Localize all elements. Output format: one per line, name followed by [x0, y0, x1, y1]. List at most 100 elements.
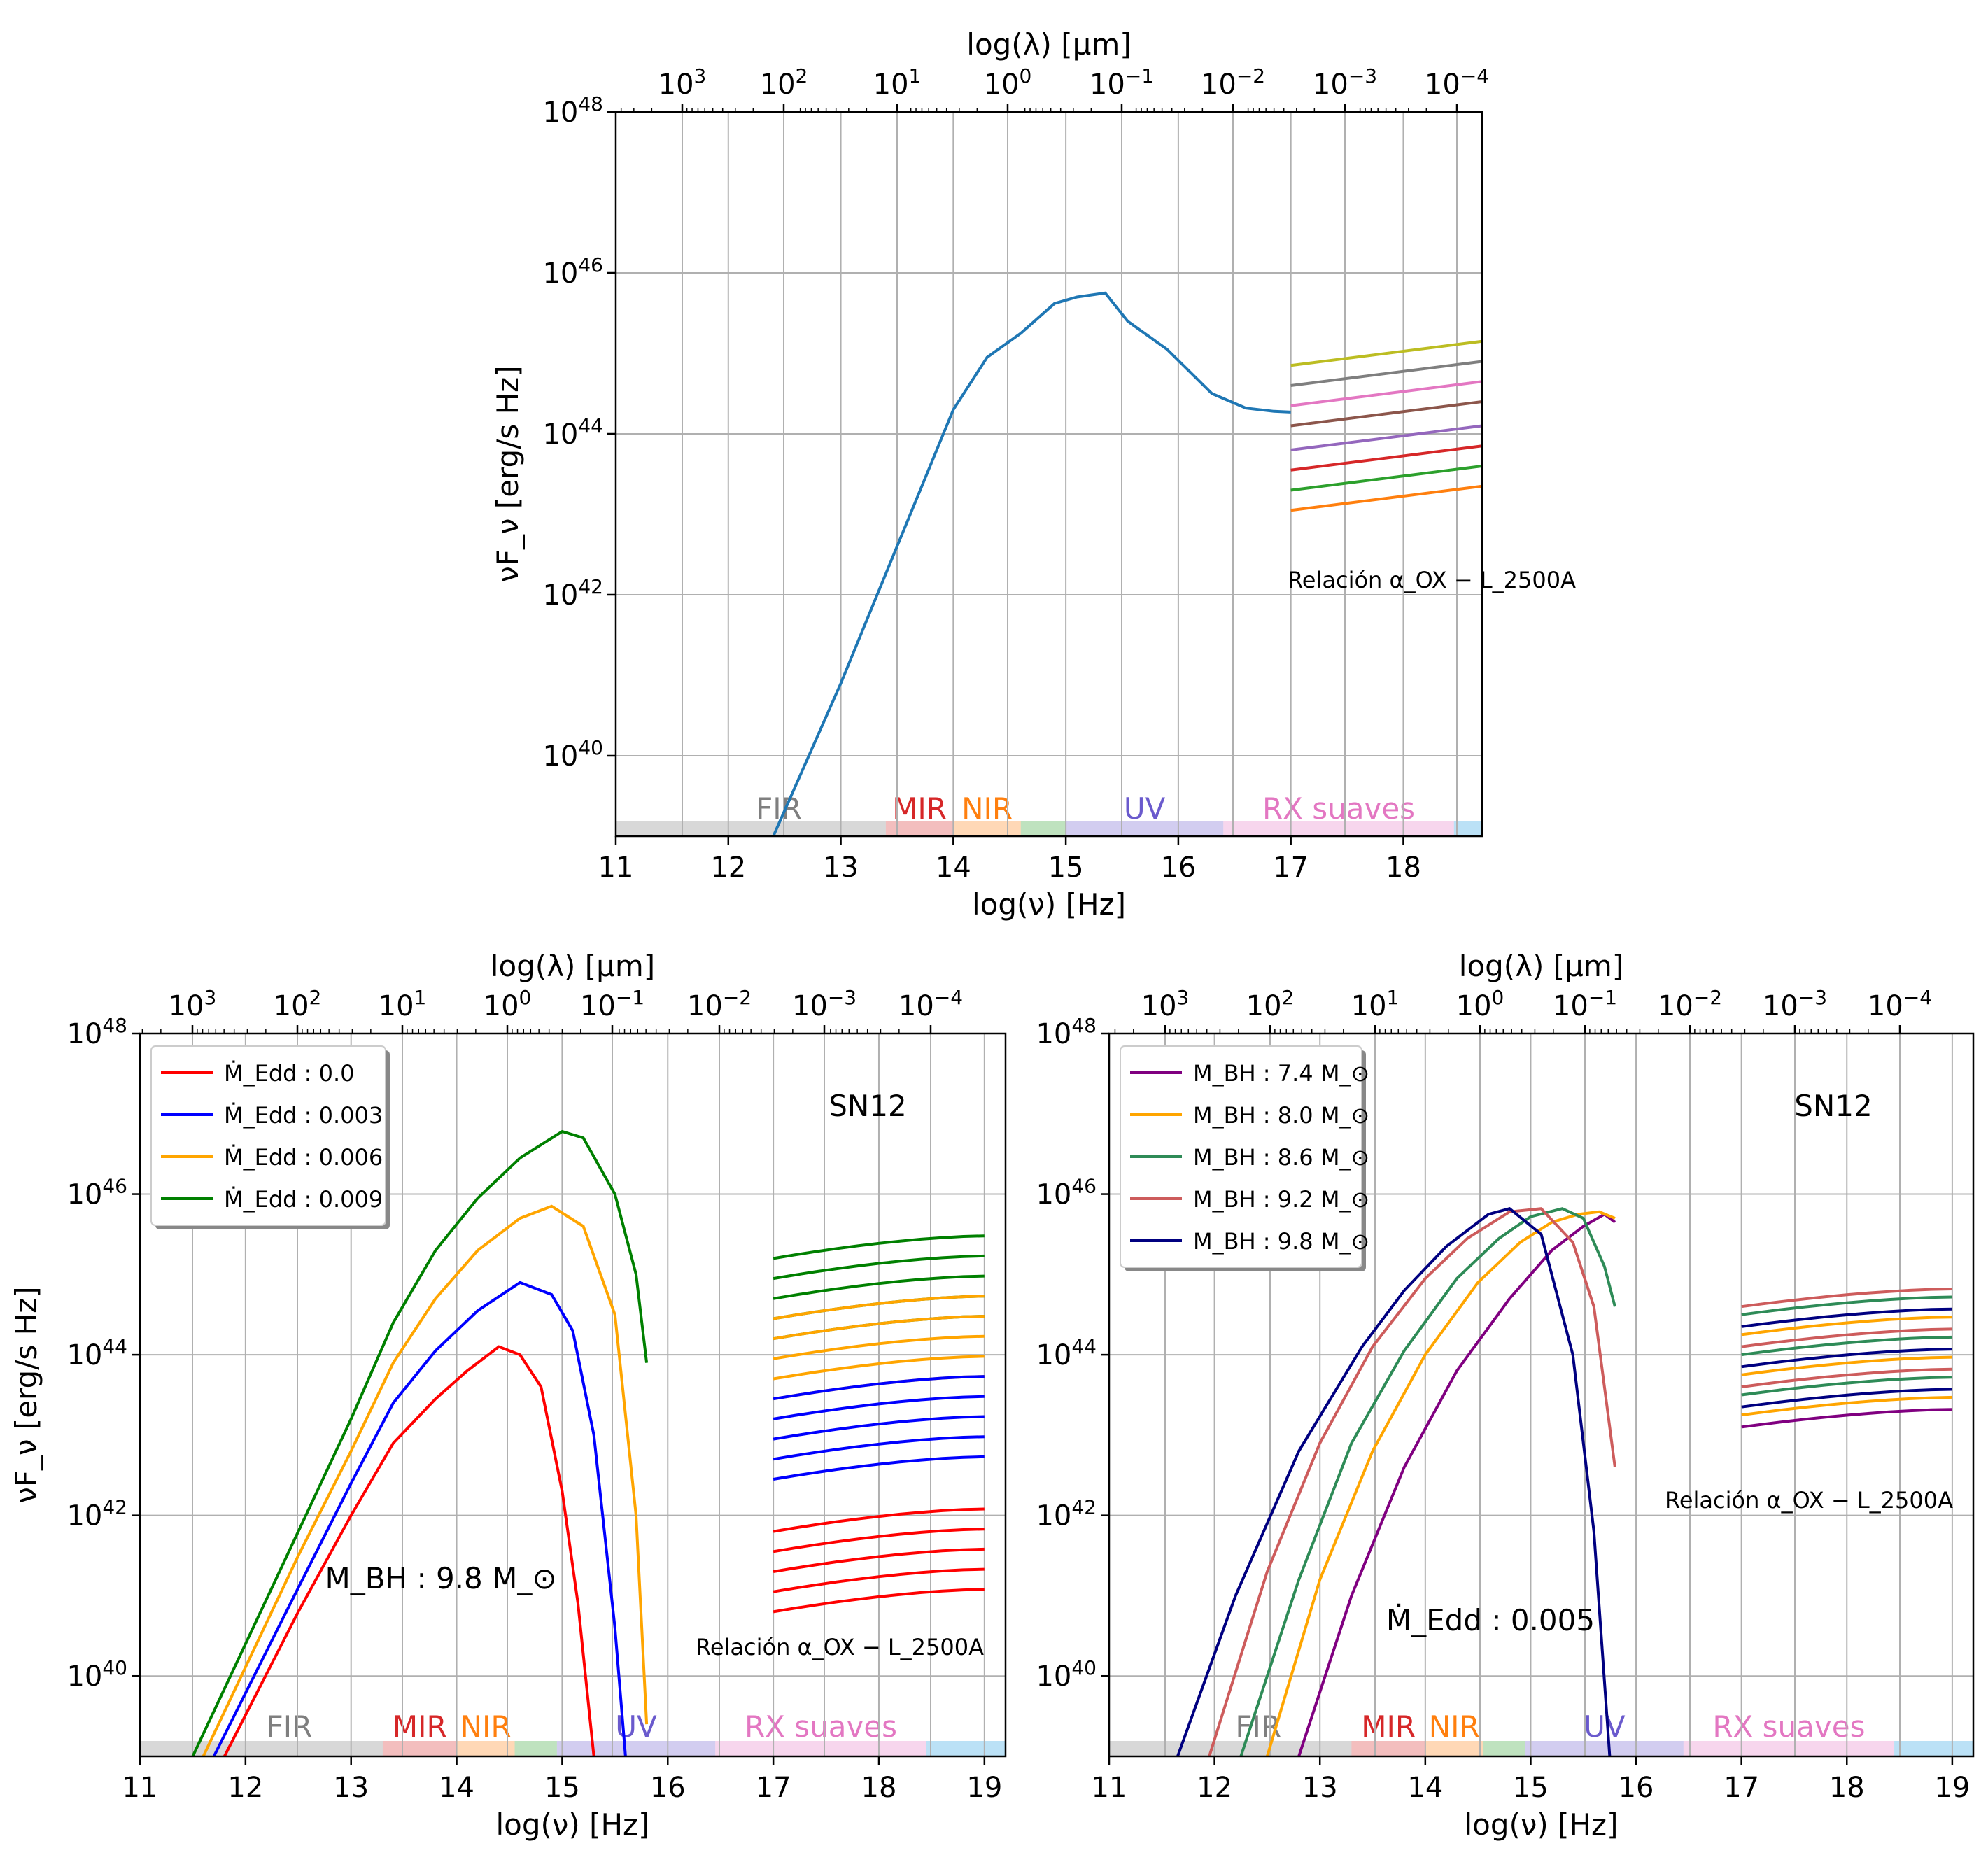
legend-entry: Ṁ_Edd : 0.0 — [224, 1060, 354, 1087]
x-tick-label: 15 — [1048, 852, 1084, 884]
top-tick-label: 101 — [873, 64, 922, 101]
x-tick-label: 13 — [1302, 1772, 1338, 1804]
x-tick-label: 11 — [122, 1772, 158, 1804]
x-tick-label: 13 — [823, 852, 859, 884]
top-tick-label: 10−4 — [898, 986, 963, 1023]
band-rect — [514, 1741, 557, 1756]
band-rect — [1109, 1741, 1352, 1756]
xray-line — [1290, 465, 1483, 492]
band-rect — [1483, 1741, 1525, 1756]
xray-line — [773, 1295, 985, 1320]
top-tick-label: 100 — [1456, 986, 1504, 1023]
band-rect — [1351, 1741, 1425, 1756]
y-tick-label: 1046 — [66, 1174, 127, 1211]
series-line-3 — [202, 1204, 649, 1756]
band-rect — [1425, 1741, 1483, 1756]
plot-frame — [139, 1032, 1007, 1758]
band-label: UV — [1584, 1709, 1626, 1744]
top-tick-label: 102 — [760, 64, 808, 101]
y-tick-label: 1044 — [1036, 1335, 1097, 1372]
x-tick-label: 17 — [1723, 1772, 1759, 1804]
legend-entry: Ṁ_Edd : 0.009 — [224, 1186, 383, 1213]
x-tick-label: 18 — [861, 1772, 897, 1804]
series-line-1 — [772, 291, 1291, 836]
xray-line — [773, 1355, 985, 1381]
top-tick-label: 101 — [1351, 986, 1400, 1023]
y-tick-label: 1044 — [66, 1335, 127, 1372]
xray-line — [1741, 1327, 1952, 1348]
top-tick-label: 103 — [658, 64, 707, 101]
legend-entry: M_BH : 8.0 M_⊙ — [1193, 1102, 1369, 1129]
x-tick-label: 12 — [1197, 1772, 1232, 1804]
x-tick-label: 15 — [544, 1772, 580, 1804]
xray-line — [1290, 400, 1483, 428]
top-tick-label: 10−3 — [792, 986, 856, 1023]
y-tick-label: 1048 — [66, 1014, 127, 1051]
series-line-3 — [1239, 1207, 1616, 1756]
x-tick-label: 12 — [710, 852, 746, 884]
xray-line — [1741, 1295, 1952, 1316]
band-rect — [382, 1741, 457, 1756]
xray-line — [773, 1567, 985, 1593]
xray-line — [773, 1435, 985, 1461]
xray-line — [773, 1507, 985, 1533]
y-tick-label: 1048 — [1036, 1014, 1097, 1051]
xray-line — [773, 1375, 985, 1401]
band-rect — [616, 821, 886, 836]
band-rect — [1683, 1741, 1895, 1756]
xray-line — [1290, 339, 1483, 367]
legend-entry: M_BH : 8.6 M_⊙ — [1193, 1144, 1369, 1171]
x-tick-label: 11 — [598, 852, 634, 884]
band-label: NIR — [961, 791, 1013, 826]
band-label: NIR — [1429, 1709, 1480, 1744]
top-tick-label: 100 — [484, 986, 532, 1023]
annotation: Ṁ_Edd : 0.005 — [1386, 1602, 1595, 1637]
band-label: MIR — [1361, 1709, 1416, 1744]
xray-line — [773, 1547, 985, 1573]
xray-line — [773, 1455, 985, 1481]
xray-line — [773, 1334, 985, 1360]
band-rect — [1453, 821, 1482, 836]
annotation: M_BH : 9.8 M_⊙ — [325, 1561, 556, 1595]
xray-line — [1290, 424, 1483, 451]
plot-frame — [614, 111, 1483, 838]
xray-line — [1741, 1388, 1952, 1409]
x-axis-label: log(ν) [Hz] — [972, 887, 1126, 922]
x-tick-label: 14 — [1407, 1772, 1443, 1804]
band-label: FIR — [1235, 1709, 1281, 1744]
band-label: RX suaves — [1712, 1709, 1865, 1744]
y-tick-label: 1046 — [1036, 1174, 1097, 1211]
annotation: Relación α_OX − L_2500A — [1665, 1487, 1953, 1514]
xray-line — [773, 1254, 985, 1281]
top-tick-label: 102 — [274, 986, 322, 1023]
xray-line — [1741, 1395, 1952, 1417]
xray-line — [1290, 360, 1483, 387]
x-tick-label: 15 — [1513, 1772, 1549, 1804]
top-tick-label: 10−1 — [1090, 64, 1154, 101]
xray-line — [773, 1234, 985, 1260]
top-axis-label: log(λ) [μm] — [491, 949, 655, 983]
xray-line — [1290, 380, 1483, 407]
x-tick-label: 17 — [1273, 852, 1309, 884]
y-tick-label: 1046 — [542, 253, 603, 290]
legend-box — [1120, 1045, 1362, 1268]
band-label: FIR — [756, 791, 802, 826]
x-tick-label: 12 — [227, 1772, 263, 1804]
y-tick-label: 1040 — [542, 736, 603, 773]
y-tick-label: 1042 — [542, 575, 603, 612]
xray-line — [1741, 1288, 1952, 1309]
annotation: Relación α_OX − L_2500A — [696, 1634, 984, 1660]
annotation: Relación α_OX − L_2500A — [1288, 567, 1576, 593]
y-axis-label: νF_ν [erg/s Hz] — [9, 1286, 43, 1503]
top-tick-label: 10−4 — [1868, 986, 1932, 1023]
top-tick-label: 10−3 — [1763, 986, 1827, 1023]
chart-panel-1: FIR MIR NIR UV RX suaves 11 12 13 14 15 16 17 18 1040… — [491, 27, 1576, 922]
xray-line — [773, 1274, 985, 1300]
xray-line — [773, 1528, 985, 1553]
top-tick-label: 10−1 — [1553, 986, 1617, 1023]
x-tick-label: 16 — [650, 1772, 686, 1804]
legend-entry: Ṁ_Edd : 0.003 — [224, 1102, 383, 1129]
y-axis-label: νF_ν [erg/s Hz] — [491, 365, 525, 582]
legend-entry: M_BH : 9.8 M_⊙ — [1193, 1228, 1369, 1255]
